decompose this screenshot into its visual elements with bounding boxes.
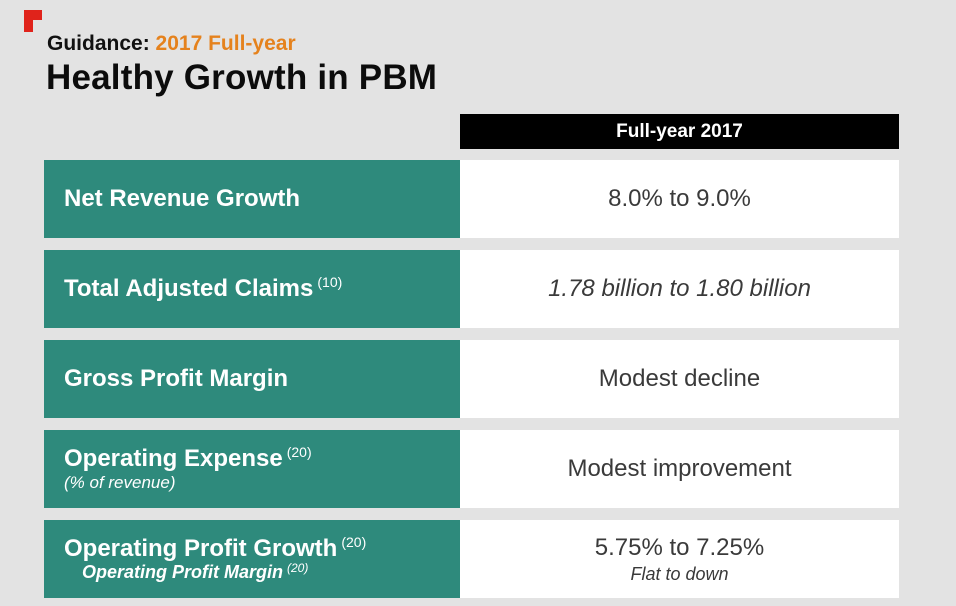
footnote-ref: (20) (287, 561, 309, 576)
column-header: Full-year 2017 (460, 114, 899, 149)
row-value: 5.75% to 7.25% (594, 533, 765, 561)
row-value: Modest decline (598, 365, 761, 392)
row-value-cell: Modest decline (460, 340, 899, 418)
row-label: Total Adjusted Claims (64, 275, 314, 303)
row-label-cell: Gross Profit Margin (44, 340, 460, 418)
row-label-cell: Total Adjusted Claims (10) (44, 250, 460, 328)
row-label-cell: Net Revenue Growth (44, 160, 460, 238)
row-value: 1.78 billion to 1.80 billion (548, 275, 811, 302)
guidance-row-operating-profit: Operating Profit Growth (20) Operating Pr… (44, 520, 899, 598)
footnote-ref: (20) (286, 443, 312, 460)
row-value-cell: 1.78 billion to 1.80 billion (460, 250, 899, 328)
subtitle-accent: 2017 Full-year (155, 32, 296, 55)
row-value: Modest improvement (567, 455, 792, 482)
row-label: Operating Profit Growth (64, 534, 338, 562)
guidance-row-gross-margin: Gross Profit Margin Modest decline (44, 340, 899, 418)
footnote-ref: (20) (341, 533, 367, 550)
row-label-cell: Operating Expense (20) (% of revenue) (44, 430, 460, 508)
row-label: Net Revenue Growth (64, 184, 301, 212)
slide-title: Healthy Growth in PBM (46, 58, 438, 97)
red-p-logo-icon (24, 10, 42, 32)
row-value-cell: 5.75% to 7.25% Flat to down (460, 520, 899, 598)
slide-subtitle: Guidance: 2017 Full-year (47, 32, 296, 56)
row-label: Gross Profit Margin (64, 364, 289, 392)
subtitle-prefix: Guidance: (47, 32, 150, 55)
row-sublabel: Operating Profit Margin (82, 562, 284, 583)
guidance-row-adjusted-claims: Total Adjusted Claims (10) 1.78 billion t… (44, 250, 899, 328)
row-value-sub: Flat to down (630, 563, 729, 584)
guidance-row-operating-expense: Operating Expense (20) (% of revenue) Mod… (44, 430, 899, 508)
footnote-ref: (10) (317, 274, 343, 291)
row-sublabel: (% of revenue) (64, 473, 176, 492)
row-label: Operating Expense (64, 444, 283, 472)
row-label-cell: Operating Profit Growth (20) Operating Pr… (44, 520, 460, 598)
row-value: 8.0% to 9.0% (608, 185, 751, 212)
row-value-cell: 8.0% to 9.0% (460, 160, 899, 238)
row-value-cell: Modest improvement (460, 430, 899, 508)
guidance-row-net-revenue: Net Revenue Growth 8.0% to 9.0% (44, 160, 899, 238)
